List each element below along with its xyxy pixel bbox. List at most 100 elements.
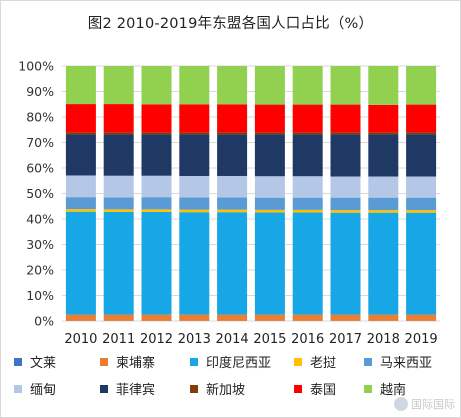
bar-segment: [254, 197, 285, 210]
y-tick-label: 20%: [26, 263, 54, 278]
legend-item: 老挝: [294, 352, 336, 371]
bar-segment: [217, 212, 248, 315]
x-tick-label: 2010: [64, 332, 97, 347]
bar-segment: [292, 209, 323, 213]
bar-segment: [65, 209, 96, 212]
legend-swatch: [190, 357, 198, 366]
bar-segment: [292, 314, 323, 321]
y-tick-label: 30%: [26, 237, 54, 252]
legend-item: 柬埔寨: [100, 352, 155, 371]
legend-item: 新加坡: [190, 379, 245, 398]
bar-segment: [179, 66, 210, 105]
bar-segment: [406, 210, 437, 213]
legend-label: 老挝: [310, 356, 337, 371]
x-tick-label: 2012: [140, 332, 173, 347]
bar-segment: [368, 210, 399, 213]
y-tick-label: 80%: [26, 110, 54, 125]
bar-segment: [292, 132, 323, 135]
bar-segment: [141, 209, 172, 212]
bar-segment: [330, 210, 361, 213]
bar-segment: [330, 212, 361, 315]
legend-item: 缅甸: [14, 379, 56, 398]
bar-segment: [65, 211, 96, 315]
x-tick-label: 2014: [216, 332, 249, 347]
legend-item: 菲律宾: [100, 379, 155, 398]
legend-item: 马来西亚: [364, 352, 432, 371]
bar-segment: [103, 104, 134, 133]
legend-label: 菲律宾: [116, 383, 156, 398]
bar-segment: [254, 176, 285, 198]
legend-label: 柬埔寨: [116, 356, 156, 371]
bar-segment: [65, 134, 96, 176]
bar-segment: [141, 197, 172, 210]
bar-segment: [141, 314, 172, 321]
x-axis-tick-labels: 2010 2011 2012 2013 2014 2015 2016 2017 2018 2019: [64, 332, 437, 347]
legend-label: 缅甸: [30, 383, 57, 398]
plot-area: 0%10%20%30%40%50%60%70%80%90%100% 2010 20…: [18, 59, 440, 347]
bar-segment: [141, 211, 172, 315]
watermark-text: 国际国际: [411, 398, 455, 411]
bar-segment: [217, 197, 248, 210]
bar-segment: [292, 212, 323, 315]
bar-segment: [254, 314, 285, 321]
bar-segment: [292, 104, 323, 133]
bar-segment: [141, 134, 172, 176]
legend-swatch: [294, 357, 302, 366]
y-tick-label: 100%: [18, 59, 54, 74]
x-tick-label: 2019: [405, 332, 438, 347]
x-tick-label: 2015: [253, 332, 286, 347]
bar-segment: [179, 197, 210, 210]
bar-segment: [292, 176, 323, 198]
bar-segment: [217, 132, 248, 135]
y-tick-label: 0%: [34, 314, 54, 329]
bar-segment: [65, 197, 96, 210]
bar-segment: [406, 314, 437, 321]
bar-segment: [103, 134, 134, 176]
y-tick-label: 90%: [26, 84, 54, 99]
y-tick-label: 60%: [26, 161, 54, 176]
x-tick-label: 2017: [329, 332, 362, 347]
bar-segment: [103, 66, 134, 105]
legend-label: 马来西亚: [380, 356, 433, 371]
bars: [65, 66, 437, 321]
bar-segment: [141, 104, 172, 133]
legend-swatch: [294, 384, 302, 393]
bar-segment: [330, 134, 361, 177]
bar-segment: [103, 132, 134, 135]
bar-segment: [368, 176, 399, 198]
bar-segment: [103, 175, 134, 198]
bar-segment: [179, 132, 210, 135]
bar-segment: [141, 175, 172, 198]
bar-segment: [330, 314, 361, 321]
bar-segment: [65, 132, 96, 135]
legend-item: 印度尼西亚: [190, 352, 271, 371]
bar-segment: [406, 134, 437, 177]
x-tick-label: 2016: [291, 332, 324, 347]
bar-segment: [179, 314, 210, 321]
bar-segment: [330, 132, 361, 135]
bar-segment: [368, 104, 399, 133]
bar-segment: [368, 132, 399, 135]
bar-segment: [368, 314, 399, 321]
bar-segment: [368, 134, 399, 177]
bar-segment: [179, 209, 210, 213]
bar-segment: [368, 197, 399, 211]
bar-segment: [103, 314, 134, 321]
legend-swatch: [14, 357, 22, 366]
bar-segment: [292, 66, 323, 105]
bar-segment: [406, 132, 437, 135]
bar-segment: [254, 134, 285, 177]
bar-segment: [292, 134, 323, 177]
y-tick-label: 10%: [26, 288, 54, 303]
bar-segment: [179, 104, 210, 133]
bar-segment: [217, 175, 248, 198]
bar-segment: [254, 104, 285, 133]
bar-segment: [406, 176, 437, 198]
x-tick-label: 2011: [102, 332, 135, 347]
x-tick-label: 2018: [367, 332, 400, 347]
bar-segment: [292, 197, 323, 210]
bar-segment: [179, 212, 210, 315]
bar-segment: [217, 134, 248, 176]
bar-segment: [406, 104, 437, 133]
bar-segment: [217, 66, 248, 105]
